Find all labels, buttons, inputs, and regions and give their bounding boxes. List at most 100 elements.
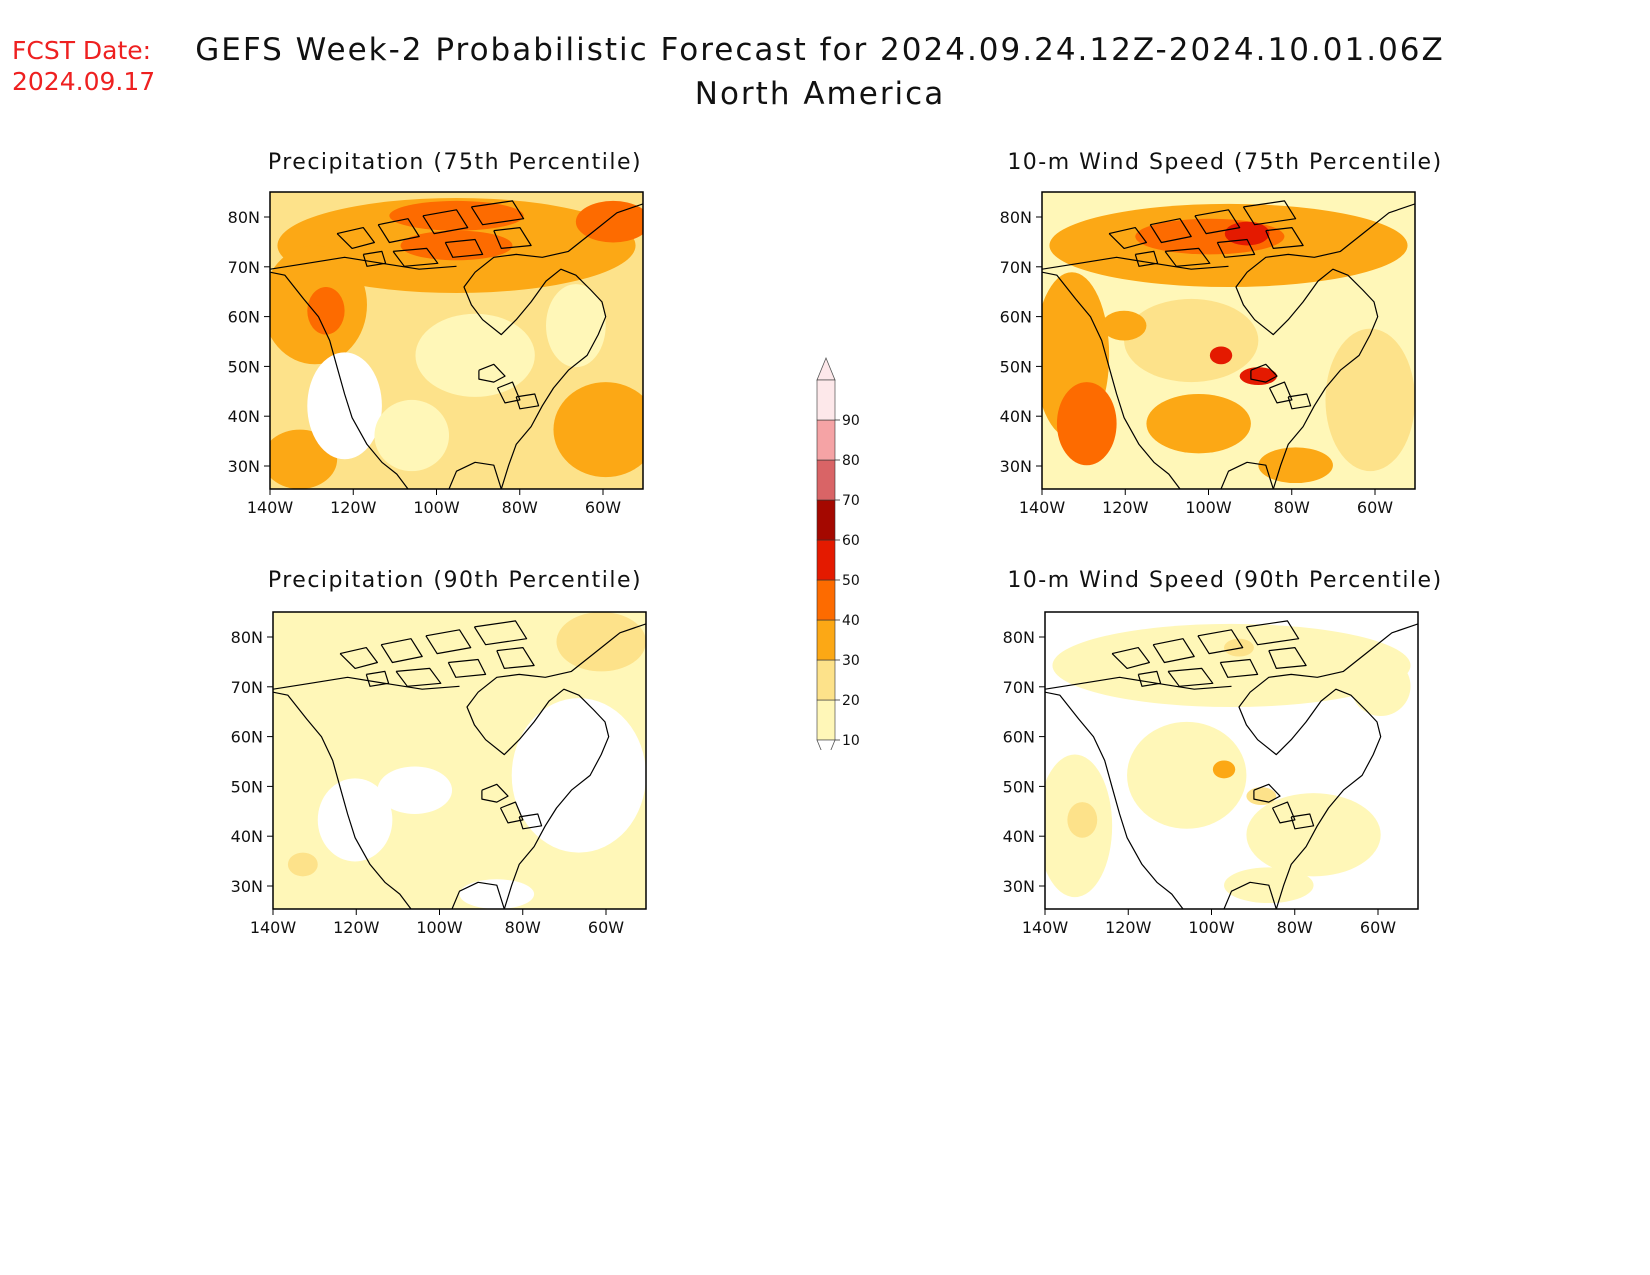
lat-label: 60N	[1000, 308, 1032, 327]
arctic-island	[422, 209, 469, 235]
lon-label: 80W	[502, 498, 538, 517]
lon-label: 140W	[250, 918, 297, 935]
field-contour	[1325, 328, 1415, 472]
lat-label: 80N	[231, 628, 263, 647]
colorbar-top-cap	[816, 356, 836, 381]
field-contour	[546, 284, 606, 368]
colorbar-segment	[816, 699, 836, 741]
lat-label: 40N	[1000, 407, 1032, 426]
arctic-island	[425, 629, 472, 655]
arctic-island	[1111, 647, 1150, 669]
great-lake	[1250, 363, 1278, 383]
colorbar-label: 30	[842, 653, 860, 669]
lat-label: 60N	[228, 308, 260, 327]
lat-label: 50N	[1003, 777, 1035, 796]
arctic-island	[1167, 667, 1214, 687]
lat-label: 30N	[1003, 877, 1035, 896]
lat-label: 40N	[228, 407, 260, 426]
arctic-island	[339, 647, 378, 669]
lon-label: 140W	[1022, 918, 1069, 935]
lat-label: 70N	[1000, 258, 1032, 277]
lat-label: 40N	[231, 827, 263, 846]
lon-label: 120W	[333, 918, 380, 935]
lat-label: 50N	[1000, 357, 1032, 376]
arctic-island	[336, 227, 375, 249]
arctic-island	[1164, 247, 1211, 267]
lon-label: 100W	[1185, 498, 1232, 517]
arctic-island	[1197, 629, 1244, 655]
arctic-island	[377, 218, 420, 244]
field-contour	[415, 313, 535, 397]
field-contour	[1067, 802, 1098, 838]
great-lake	[518, 813, 543, 830]
lat-label: 80N	[1003, 628, 1035, 647]
page-subtitle: North America	[694, 76, 946, 112]
field-contour	[553, 382, 643, 478]
lon-label: 100W	[1188, 918, 1235, 935]
map-frame	[1044, 611, 1419, 910]
map-frame	[269, 191, 644, 490]
colorbar-segment	[816, 419, 836, 461]
field-contour	[556, 612, 646, 672]
great-lake	[1268, 381, 1293, 404]
great-lake	[1290, 813, 1315, 830]
arctic-coast	[273, 676, 460, 690]
arctic-island	[493, 227, 532, 249]
panel-title-precip-90: Precipitation (90th Percentile)	[267, 568, 643, 593]
field-contour	[1350, 656, 1411, 716]
field-contour	[1258, 447, 1333, 484]
colorbar: 10 20 30 40 50 60 70 80 90	[816, 356, 860, 750]
lat-label: 50N	[228, 357, 260, 376]
lon-label: 60W	[588, 918, 624, 935]
field-contour	[307, 287, 345, 335]
coastline-west	[1042, 271, 1181, 489]
colorbar-segment	[816, 379, 836, 421]
colorbar-label: 90	[842, 413, 860, 429]
lon-label: 60W	[585, 498, 621, 517]
lat-label: 80N	[228, 208, 260, 227]
arctic-island	[1265, 227, 1304, 249]
great-lake	[1253, 783, 1281, 803]
coastline-west	[273, 691, 412, 909]
field-contour	[374, 399, 450, 472]
field-contour	[1209, 346, 1233, 365]
field-contour	[511, 698, 646, 853]
arctic-coast	[270, 256, 457, 270]
lat-label: 60N	[1003, 728, 1035, 747]
lon-label: 140W	[247, 498, 294, 517]
map-precip-90: 80N 70N 60N 50N 40N 30N 140W 120W 100W 80W 60W	[231, 611, 647, 935]
lat-label: 70N	[231, 678, 263, 697]
field-contour	[1246, 793, 1381, 877]
panel-title-precip-75: Precipitation (75th Percentile)	[267, 150, 643, 175]
arctic-island	[1216, 238, 1256, 258]
field-contour	[1124, 298, 1259, 383]
lat-label: 40N	[1003, 827, 1035, 846]
arctic-coast	[1045, 676, 1232, 690]
arctic-island	[1194, 209, 1241, 235]
field-contour	[1224, 638, 1254, 657]
colorbar-label: 80	[842, 453, 860, 469]
arctic-island	[1149, 218, 1192, 244]
coastline-west	[270, 271, 409, 489]
arctic-island	[470, 200, 525, 226]
arctic-island	[1152, 638, 1195, 664]
lon-label: 60W	[1357, 498, 1393, 517]
field-contour	[1246, 787, 1277, 806]
arctic-island	[1242, 200, 1297, 226]
colorbar-segment	[816, 459, 836, 501]
colorbar-segment	[816, 619, 836, 661]
arctic-island	[1108, 227, 1147, 249]
map-frame	[1041, 191, 1416, 490]
field-contour	[400, 230, 513, 261]
lat-label: 30N	[228, 457, 260, 476]
lon-label: 100W	[413, 498, 460, 517]
colorbar-label: 60	[842, 533, 860, 549]
lon-label: 120W	[1102, 498, 1149, 517]
field-contour	[1212, 760, 1236, 779]
lat-label: 70N	[1003, 678, 1035, 697]
lat-label: 30N	[231, 877, 263, 896]
colorbar-label: 70	[842, 493, 860, 509]
field-contour	[317, 778, 393, 862]
colorbar-bottom-cap	[816, 739, 836, 750]
field-contour	[389, 200, 524, 231]
